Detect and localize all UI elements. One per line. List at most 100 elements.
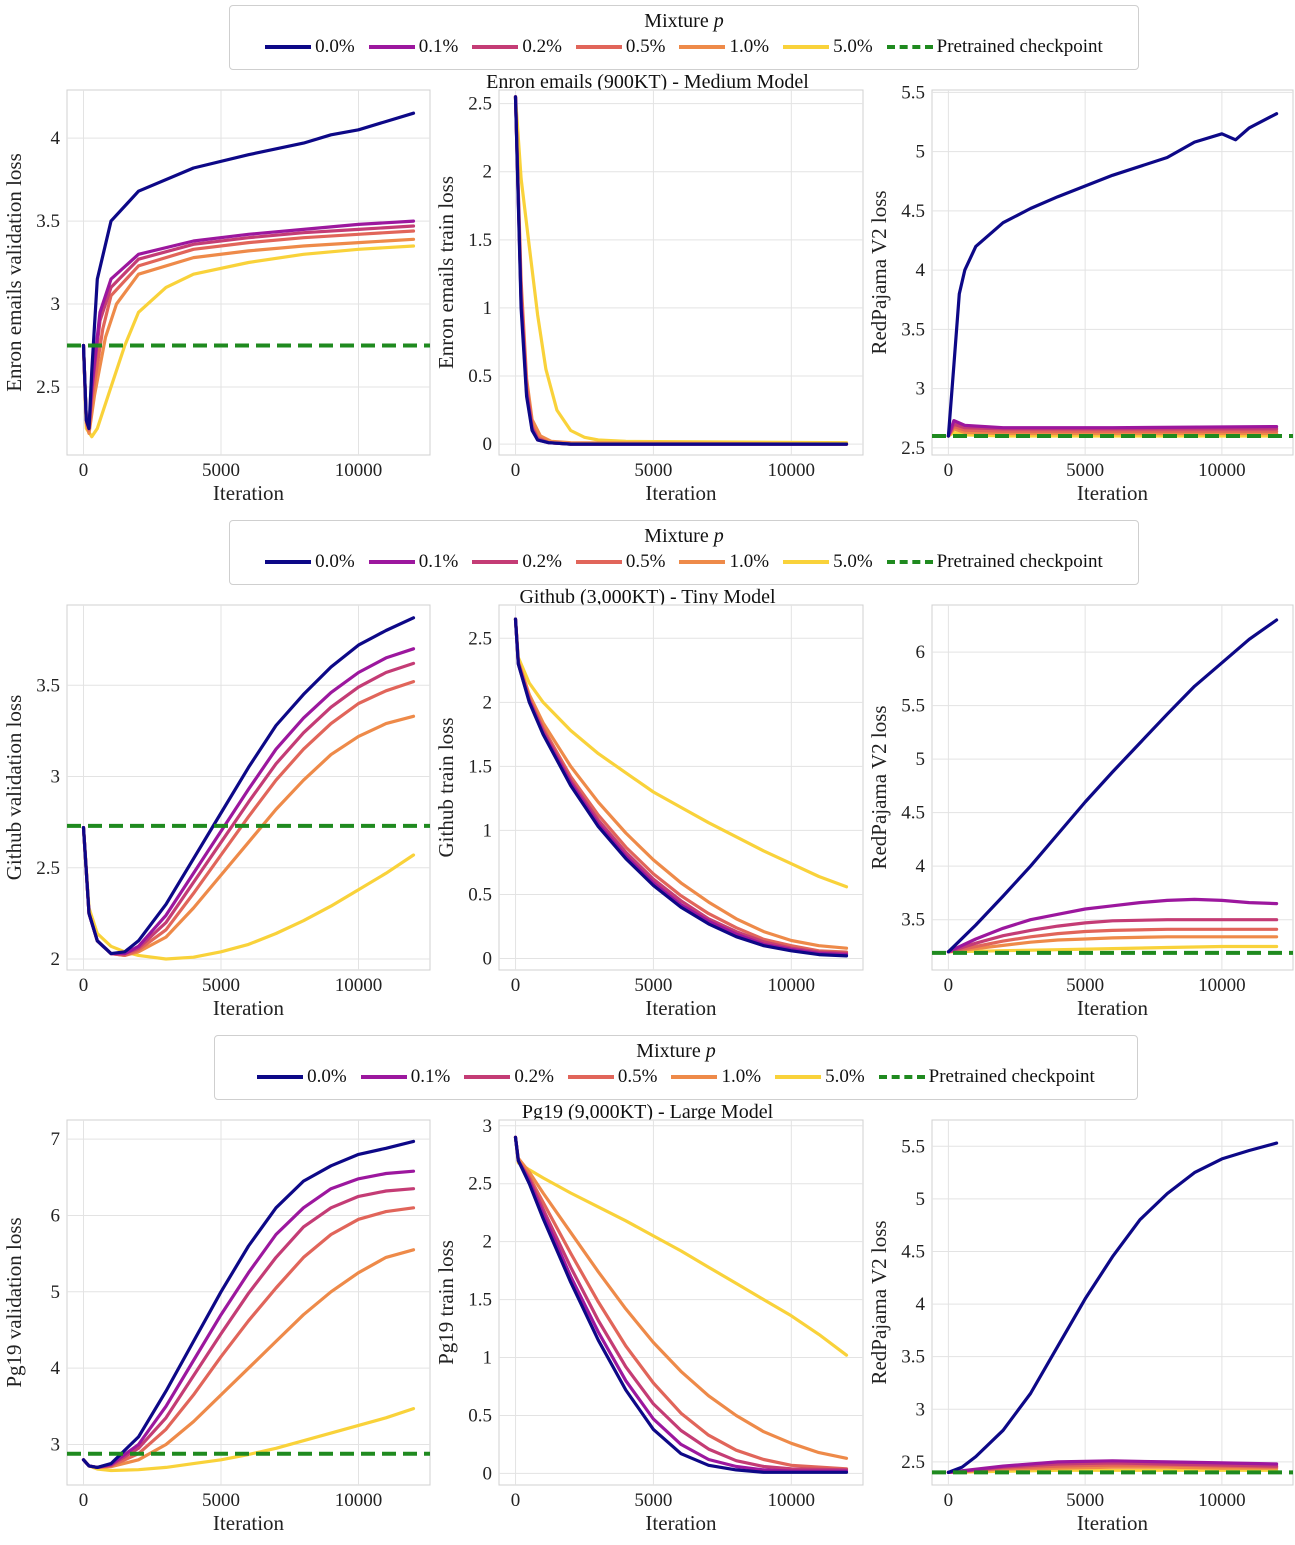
y-tick-label: 5 [916, 749, 926, 770]
y-tick-label: 3 [916, 1399, 926, 1420]
legend-label: 0.2% [522, 551, 562, 572]
series-line [513, 1135, 849, 1460]
series-line [81, 237, 416, 435]
y-tick-label: 6 [51, 1205, 61, 1226]
y-tick-label: 4.5 [901, 803, 925, 824]
y-tick-label: 3.5 [901, 910, 925, 931]
y-tick-label: 1.5 [468, 1290, 492, 1311]
legend-item: 1.0% [671, 1066, 761, 1088]
series-line [513, 1135, 849, 1471]
y-tick-label: 1.5 [468, 756, 492, 777]
legend-swatch [575, 45, 622, 49]
x-tick-label: 10000 [1198, 460, 1246, 481]
plot-area [66, 89, 431, 456]
plot-area [66, 604, 431, 971]
legend-swatch [567, 1075, 614, 1079]
legend-title: Mixture p [230, 525, 1138, 548]
legend: Mixture p 0.0% 0.1% 0.2% 0.5% 1.0% 5.0% Pretrai… [229, 520, 1139, 585]
x-tick-label: 10000 [335, 460, 383, 481]
x-axis-label: Iteration [213, 996, 285, 1020]
y-tick-label: 2.5 [468, 94, 492, 115]
legend-swatch [886, 560, 933, 564]
series-line [946, 425, 1279, 438]
legend-swatch [775, 1075, 822, 1079]
x-tick-label: 5000 [1066, 975, 1104, 996]
x-axis-label: Iteration [213, 1511, 285, 1535]
x-tick-label: 5000 [202, 975, 240, 996]
x-tick-label: 5000 [634, 460, 672, 481]
y-tick-label: 7 [51, 1129, 61, 1150]
series-line [946, 1463, 1279, 1474]
series-line [81, 219, 416, 431]
legend-title-variable: p [713, 525, 724, 547]
y-tick-label: 4 [916, 1294, 926, 1315]
x-axis-label: Iteration [645, 996, 717, 1020]
legend-swatch [464, 1075, 511, 1079]
y-tick-label: 2.5 [36, 377, 60, 398]
y-axis-label: RedPajama V2 loss [867, 190, 891, 354]
legend-swatch [472, 560, 519, 564]
y-tick-label: 3.5 [36, 675, 60, 696]
legend-label: 0.0% [315, 551, 355, 572]
y-tick-label: 6 [916, 642, 926, 663]
y-axis-label: Github train loss [434, 718, 458, 858]
x-tick-label: 5000 [634, 975, 672, 996]
legend-label: 0.1% [418, 36, 459, 57]
legend-label: 0.5% [625, 551, 666, 572]
y-tick-label: 3 [51, 1435, 61, 1456]
y-tick-label: 2.5 [468, 1174, 492, 1195]
legend-item: Pretrained checkpoint [886, 36, 1103, 58]
y-tick-label: 2 [483, 692, 493, 713]
x-tick-label: 10000 [768, 975, 816, 996]
series-line [81, 1187, 416, 1469]
series-line [81, 229, 416, 432]
series-line [946, 1468, 1279, 1474]
y-tick-label: 4 [916, 856, 926, 877]
series-line [946, 944, 1279, 954]
series-line [946, 918, 1279, 954]
x-tick-label: 10000 [768, 460, 816, 481]
y-tick-label: 4.5 [901, 201, 925, 222]
legend-label: 5.0% [833, 551, 873, 572]
y-tick-label: 2 [483, 1232, 493, 1253]
series-line [81, 244, 416, 439]
y-tick-label: 3 [916, 379, 926, 400]
y-tick-label: 2.5 [468, 628, 492, 649]
x-axis-label: Iteration [645, 1511, 717, 1535]
legend-item: 1.0% [679, 36, 769, 58]
legend: Mixture p 0.0% 0.1% 0.2% 0.5% 1.0% 5.0% Pretrai… [229, 5, 1139, 70]
plot-area [498, 1119, 864, 1486]
y-tick-label: 2.5 [901, 1452, 925, 1473]
legend-item: 0.0% [265, 551, 355, 573]
legend-item: 1.0% [679, 551, 769, 573]
y-tick-label: 5 [916, 142, 926, 163]
legend-item: 0.5% [575, 36, 665, 58]
legend-swatch [783, 45, 830, 49]
y-tick-label: 5 [916, 1189, 926, 1210]
series-line [513, 617, 849, 957]
legend-item: 0.2% [464, 1066, 554, 1088]
legend-item: 5.0% [783, 551, 873, 573]
series-line [81, 661, 416, 956]
series-line [81, 680, 416, 957]
x-tick-label: 10000 [335, 1490, 383, 1511]
series-line [513, 95, 849, 446]
series-line [81, 224, 416, 431]
x-tick-label: 0 [79, 1490, 89, 1511]
row-title: Enron emails (900KT) - Medium Model [486, 71, 809, 93]
y-tick-label: 4.5 [901, 1241, 925, 1262]
series-line [946, 1141, 1279, 1474]
legend-item: 0.2% [472, 36, 562, 58]
series-line [81, 826, 416, 961]
x-tick-label: 0 [944, 975, 954, 996]
legend-swatch [783, 560, 830, 564]
row-title: Pg19 (9,000KT) - Large Model [521, 1101, 774, 1123]
row-title: Github (3,000KT) - Tiny Model [519, 586, 776, 608]
series-line [513, 95, 849, 446]
y-tick-label: 3.5 [901, 1347, 925, 1368]
y-tick-label: 0.5 [468, 1405, 492, 1426]
legend-label: Pretrained checkpoint [928, 1066, 1095, 1087]
legend-swatch [265, 45, 312, 49]
